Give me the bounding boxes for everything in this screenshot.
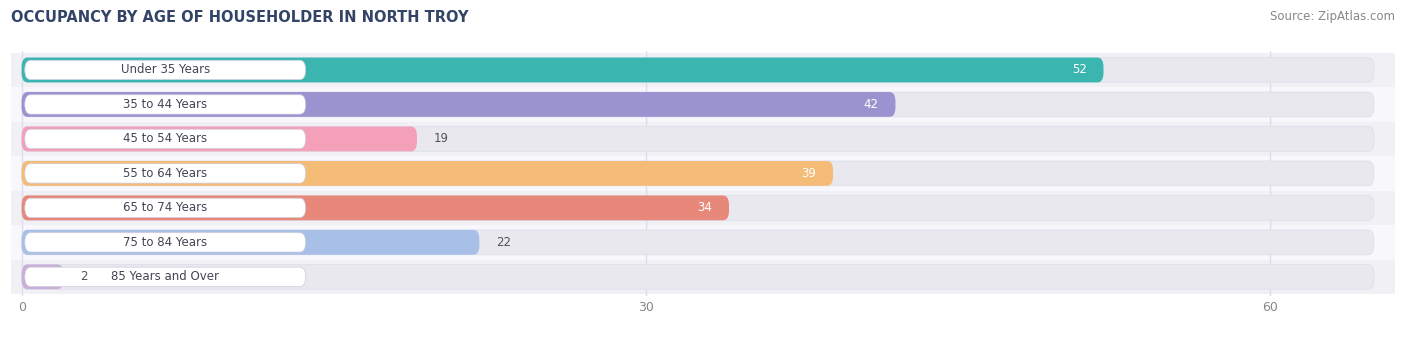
FancyBboxPatch shape	[21, 161, 832, 186]
FancyBboxPatch shape	[21, 265, 1374, 289]
Text: 19: 19	[433, 132, 449, 146]
FancyBboxPatch shape	[21, 92, 1374, 117]
Text: 55 to 64 Years: 55 to 64 Years	[124, 167, 207, 180]
FancyBboxPatch shape	[25, 198, 305, 218]
FancyBboxPatch shape	[25, 267, 305, 287]
Text: 34: 34	[697, 201, 713, 215]
FancyBboxPatch shape	[21, 230, 1374, 255]
Text: 45 to 54 Years: 45 to 54 Years	[124, 132, 207, 146]
Bar	[0, 53, 1406, 87]
Text: 85 Years and Over: 85 Years and Over	[111, 270, 219, 283]
Text: 42: 42	[863, 98, 879, 111]
Bar	[0, 191, 1406, 225]
FancyBboxPatch shape	[21, 161, 1374, 186]
FancyBboxPatch shape	[21, 92, 896, 117]
FancyBboxPatch shape	[21, 57, 1104, 82]
Text: 35 to 44 Years: 35 to 44 Years	[124, 98, 207, 111]
Text: 65 to 74 Years: 65 to 74 Years	[124, 201, 207, 215]
Text: 52: 52	[1071, 64, 1087, 76]
Bar	[0, 260, 1406, 294]
Text: 39: 39	[801, 167, 817, 180]
Text: OCCUPANCY BY AGE OF HOUSEHOLDER IN NORTH TROY: OCCUPANCY BY AGE OF HOUSEHOLDER IN NORTH…	[11, 10, 468, 25]
FancyBboxPatch shape	[25, 60, 305, 80]
Bar	[0, 225, 1406, 260]
FancyBboxPatch shape	[25, 233, 305, 252]
Text: Under 35 Years: Under 35 Years	[121, 64, 209, 76]
FancyBboxPatch shape	[25, 95, 305, 114]
FancyBboxPatch shape	[21, 126, 418, 151]
Bar	[0, 87, 1406, 122]
Text: 75 to 84 Years: 75 to 84 Years	[124, 236, 207, 249]
Bar	[0, 122, 1406, 156]
FancyBboxPatch shape	[21, 57, 1374, 82]
Text: 22: 22	[496, 236, 510, 249]
Text: 2: 2	[80, 270, 87, 283]
FancyBboxPatch shape	[25, 164, 305, 183]
Text: Source: ZipAtlas.com: Source: ZipAtlas.com	[1270, 10, 1395, 23]
FancyBboxPatch shape	[25, 129, 305, 149]
FancyBboxPatch shape	[21, 195, 728, 220]
FancyBboxPatch shape	[21, 265, 63, 289]
Bar	[0, 156, 1406, 191]
FancyBboxPatch shape	[21, 126, 1374, 151]
FancyBboxPatch shape	[21, 230, 479, 255]
FancyBboxPatch shape	[21, 195, 1374, 220]
